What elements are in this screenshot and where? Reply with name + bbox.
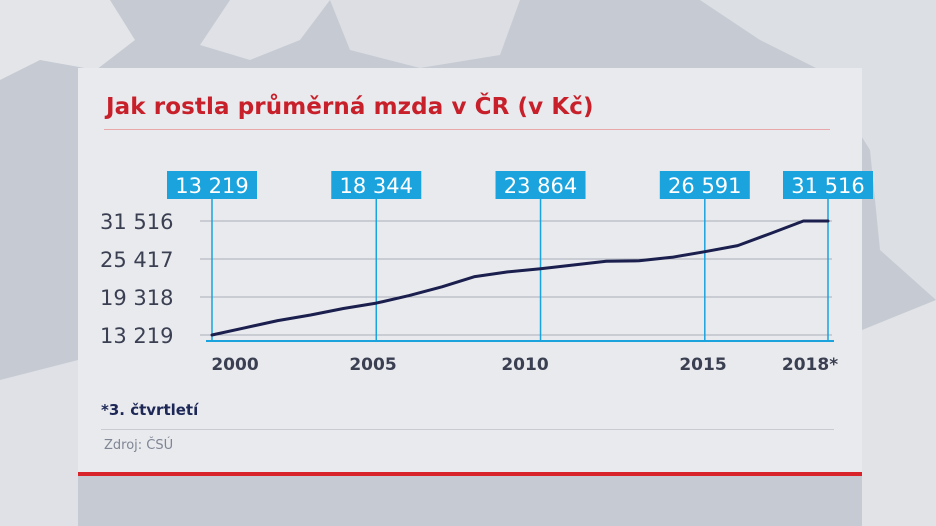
callout-label: 31 516 xyxy=(791,174,864,198)
callout-label: 26 591 xyxy=(668,174,741,198)
y-tick-label: 13 219 xyxy=(100,324,173,348)
card-bottom-bar xyxy=(78,472,862,476)
x-axis-labels: 2000 2005 2010 2015 2018* xyxy=(211,355,838,375)
grid-lines xyxy=(200,220,834,342)
y-tick-label: 31 516 xyxy=(100,210,173,234)
x-tick-label: 2010 xyxy=(501,355,548,375)
series-line xyxy=(210,219,830,337)
x-tick-label: 2000 xyxy=(211,355,258,375)
chart-card xyxy=(78,68,862,476)
footnote: *3. čtvrtletí xyxy=(101,401,199,419)
callout-box xyxy=(783,171,873,199)
title-divider xyxy=(104,129,830,130)
y-tick-label: 19 318 xyxy=(100,286,173,310)
series-path xyxy=(210,219,830,337)
callout-label: 18 344 xyxy=(340,174,413,198)
callout-box xyxy=(495,171,586,199)
callout-label: 23 864 xyxy=(504,174,577,198)
x-tick-label: 2015 xyxy=(679,355,726,375)
value-callouts: 13 219 18 344 23 864 26 591 31 516 xyxy=(167,171,873,199)
callout-box xyxy=(659,171,750,199)
x-tick-label: 2018* xyxy=(782,355,838,375)
callout-lines xyxy=(211,199,829,341)
callout-label: 13 219 xyxy=(175,174,248,198)
y-tick-label: 25 417 xyxy=(100,248,173,272)
source-text: Zdroj: ČSÚ xyxy=(104,438,174,453)
callout-box xyxy=(331,171,422,199)
chart-title: Jak rostla průměrná mzda v ČR (v Kč) xyxy=(106,94,594,120)
footnote-divider xyxy=(101,429,834,430)
x-tick-label: 2005 xyxy=(349,355,396,375)
y-axis-labels: 31 516 25 417 19 318 13 219 xyxy=(100,210,173,348)
callout-box xyxy=(167,171,257,199)
